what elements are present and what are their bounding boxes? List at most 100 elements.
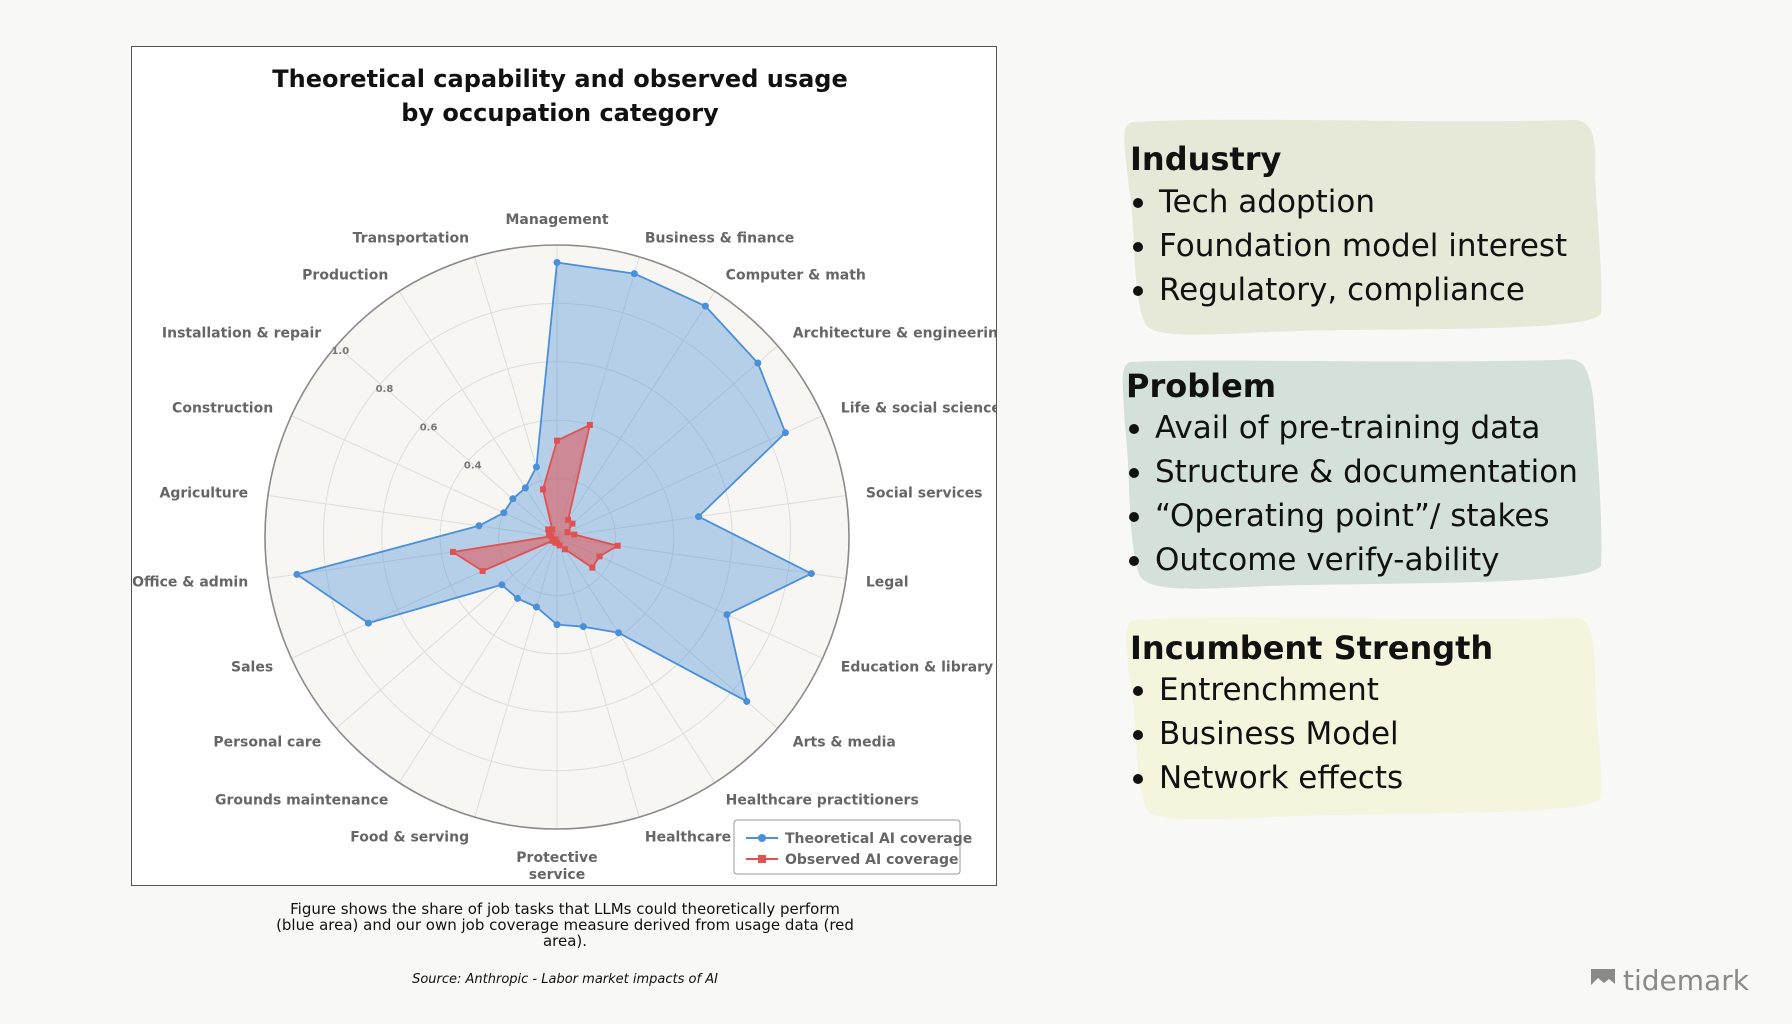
theoretical-point (500, 509, 508, 517)
axis-label: Legal (866, 574, 909, 590)
observed-point (571, 531, 578, 538)
axis-label: Education & library (841, 660, 993, 676)
observed-point (540, 486, 547, 493)
card-list: Avail of pre-training data Structure & d… (1126, 406, 1578, 582)
axis-label: Business & finance (645, 231, 794, 247)
theoretical-point (532, 603, 540, 611)
observed-point (554, 437, 560, 444)
card-problem: Problem Avail of pre-training data Struc… (1117, 356, 1602, 596)
radial-tick-label: 1.0 (331, 346, 349, 357)
axis-label: Production (302, 268, 388, 284)
theoretical-point (754, 359, 762, 367)
legend-box (733, 819, 961, 875)
observed-point (546, 530, 553, 537)
axis-label: Installation & repair (162, 326, 321, 342)
observed-point (565, 516, 572, 523)
card-background (1122, 359, 1602, 589)
card-incumbent-strength: Incumbent Strength Entrenchment Business… (1117, 614, 1602, 824)
axis-label: Healthcare practitioners (726, 792, 919, 808)
axis-label: Office & admin (132, 574, 248, 590)
observed-point (549, 537, 556, 544)
theoretical-point (532, 463, 540, 471)
list-item: Entrenchment (1132, 668, 1403, 712)
grid-spoke (291, 415, 558, 538)
axis-label: Arts & media (793, 734, 896, 750)
grid-spoke (556, 345, 779, 538)
grid-spoke (556, 291, 716, 538)
theoretical-point (781, 429, 789, 437)
theoretical-point (743, 697, 751, 705)
card-title: Incumbent Strength (1130, 629, 1494, 667)
axis-label: Social services (866, 486, 983, 502)
axis-label: Transportation (353, 231, 469, 247)
radial-tick-label: 0.6 (420, 422, 438, 433)
grid-spoke (267, 494, 558, 538)
grid-spoke (556, 536, 640, 818)
theoretical-point (615, 629, 623, 637)
chart-title: by occupation category (401, 99, 719, 127)
grid-spoke (335, 345, 558, 538)
axis-label: Personal care (213, 734, 321, 750)
radar-chart: Theoretical capability and observed usag… (132, 65, 996, 883)
theoretical-point (553, 259, 561, 267)
list-item: Network effects (1132, 756, 1403, 800)
outer-ring (264, 244, 850, 830)
grid-spoke (556, 415, 823, 538)
radial-tick-label: 0.4 (464, 461, 482, 472)
theoretical-point (521, 484, 529, 492)
theoretical-point (364, 619, 372, 627)
list-item: Avail of pre-training data (1129, 406, 1578, 450)
card-background (1125, 617, 1602, 820)
axis-label: Food & serving (350, 829, 469, 845)
theoretical-point (509, 495, 517, 503)
observed-point (614, 542, 621, 549)
card-list: Tech adoption Foundation model interest … (1130, 180, 1567, 312)
radial-tick-label: 0.8 (376, 384, 394, 395)
axis-label: Grounds maintenance (215, 792, 388, 808)
grid-spoke (474, 536, 558, 818)
axis-label: Sales (231, 660, 273, 676)
observed-point (596, 553, 603, 560)
legend-label: Theoretical AI coverage (785, 831, 972, 847)
axis-label: Architecture & engineering (793, 326, 996, 342)
card-industry: Industry Tech adoption Foundation model … (1117, 118, 1602, 338)
observed-point (586, 421, 593, 428)
observed-point (449, 548, 456, 555)
grid-spoke (556, 536, 716, 783)
card-title: Industry (1130, 140, 1282, 178)
theoretical-point (498, 581, 506, 589)
theoretical-point (695, 513, 703, 521)
tidemark-logo: tidemark (1591, 960, 1749, 1000)
chart-panel: Theoretical capability and observed usag… (131, 46, 997, 886)
axis-label: Construction (172, 400, 273, 416)
theoretical-point (475, 522, 483, 530)
grid-spoke (335, 536, 558, 729)
observed-point (479, 567, 486, 574)
theoretical-point (553, 621, 561, 629)
list-item: Regulatory, compliance (1132, 268, 1567, 312)
theoretical-point (807, 570, 815, 578)
observed-point (569, 520, 576, 527)
chart-title: Theoretical capability and observed usag… (272, 65, 848, 93)
theoretical-point (293, 570, 301, 578)
grid-spoke (398, 291, 558, 538)
axis-label: Computer & math (726, 268, 866, 284)
card-title: Problem (1126, 367, 1277, 405)
observed-point (545, 526, 552, 533)
list-item: Business Model (1132, 712, 1403, 756)
card-background (1124, 119, 1602, 335)
axis-label: Protective (516, 850, 597, 866)
legend-swatch-marker (758, 855, 766, 863)
card-list: Entrenchment Business Model Network effe… (1130, 668, 1403, 800)
observed-point (564, 529, 571, 536)
list-item: “Operating point”/ stakes (1129, 494, 1578, 538)
logo-text: tidemark (1623, 963, 1749, 997)
theoretical-point (579, 623, 587, 631)
list-item: Tech adoption (1132, 180, 1567, 224)
grid-spoke (398, 536, 558, 783)
theoretical-point (701, 302, 709, 310)
axis-label: Agriculture (159, 486, 248, 502)
axis-label: service (529, 867, 585, 883)
theoretical-point (630, 270, 638, 278)
source-note: Source: Anthropic - Labor market impacts… (412, 972, 718, 987)
